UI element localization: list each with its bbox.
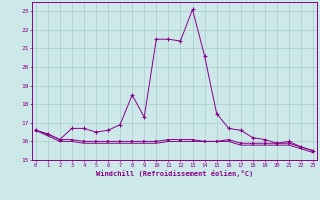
X-axis label: Windchill (Refroidissement éolien,°C): Windchill (Refroidissement éolien,°C) xyxy=(96,170,253,177)
